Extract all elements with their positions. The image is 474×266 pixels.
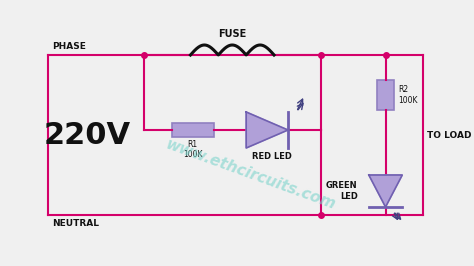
Text: R1
100K: R1 100K [183,140,202,159]
Polygon shape [369,175,402,207]
Text: www.ethcircuits.com: www.ethcircuits.com [164,137,338,213]
Text: RED LED: RED LED [252,152,292,161]
Text: GREEN
LED: GREEN LED [326,181,358,201]
Text: PHASE: PHASE [52,42,86,51]
Bar [172,123,214,137]
Text: R2
100K: R2 100K [399,85,418,105]
Text: FUSE: FUSE [218,29,246,39]
Text: 220V: 220V [44,120,131,149]
Bar [377,80,394,110]
Text: TO LOAD: TO LOAD [428,131,472,139]
Text: NEUTRAL: NEUTRAL [52,219,99,228]
Polygon shape [246,112,288,148]
